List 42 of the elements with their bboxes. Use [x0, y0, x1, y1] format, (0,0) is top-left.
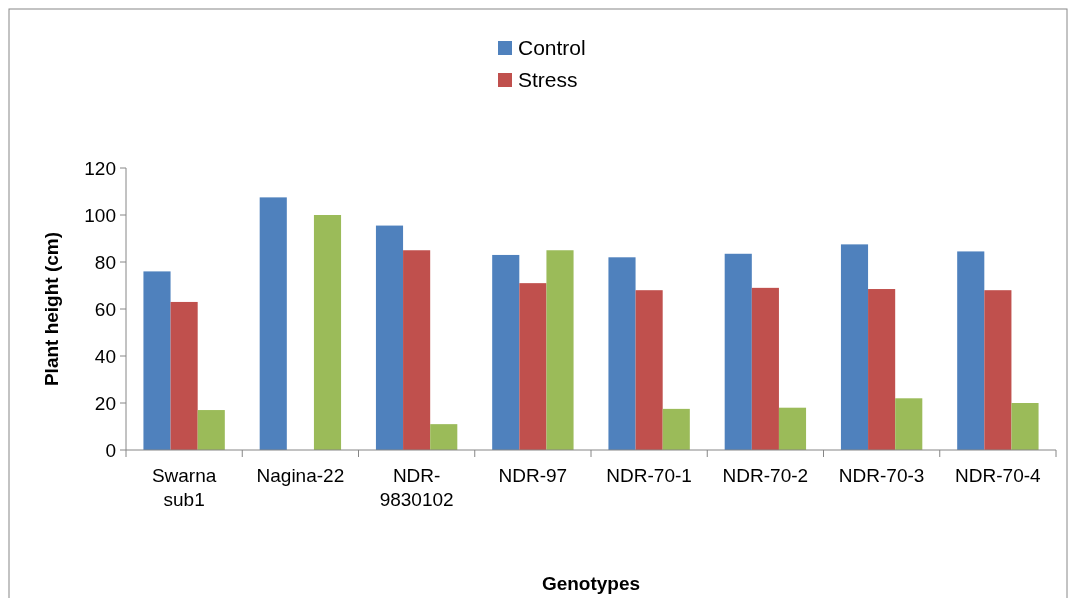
bar — [170, 301, 198, 450]
y-axis-title: Plant height (cm) — [41, 231, 62, 387]
y-tick-label: 20 — [94, 392, 116, 414]
bar — [662, 408, 690, 450]
bar — [984, 290, 1012, 450]
x-tick-label: NDR-70-3 — [838, 465, 925, 486]
y-tick-label: 120 — [84, 157, 116, 179]
bar — [430, 424, 458, 450]
x-tick-label: NDR-70-1 — [606, 465, 692, 486]
x-tick-label: NDR-97 — [498, 465, 568, 486]
bar — [546, 250, 574, 450]
bar — [492, 254, 520, 450]
x-tick-label: NDR-70-4 — [955, 465, 1042, 486]
y-tick-label: 60 — [94, 298, 116, 320]
y-tick-label: 100 — [84, 204, 116, 226]
bar — [778, 407, 807, 450]
bar — [197, 410, 225, 450]
bar — [608, 257, 636, 450]
bar — [1011, 403, 1039, 450]
y-tick-label: 0 — [105, 439, 116, 461]
bar — [375, 225, 404, 450]
y-tick-label: 80 — [94, 251, 116, 273]
bar — [957, 251, 985, 450]
x-axis-title: Genotypes — [541, 573, 641, 594]
legend-label: Control — [518, 36, 586, 60]
bar — [143, 271, 171, 450]
bar — [519, 283, 547, 450]
bar — [259, 197, 287, 450]
legend-label: Stress — [518, 68, 578, 92]
y-tick-label: 40 — [94, 345, 116, 367]
bar — [635, 290, 663, 450]
bar — [724, 253, 752, 450]
bar — [868, 289, 896, 450]
bar — [313, 215, 342, 450]
x-tick-label: Nagina-22 — [256, 465, 345, 486]
x-tick-label: Swarna sub1 — [151, 465, 217, 510]
x-tick-label: NDR-9830102 — [379, 465, 454, 510]
bar — [895, 398, 923, 450]
x-tick-label: NDR-70-2 — [722, 465, 809, 486]
bar — [751, 287, 779, 450]
bar — [403, 250, 431, 450]
bar — [840, 244, 869, 450]
